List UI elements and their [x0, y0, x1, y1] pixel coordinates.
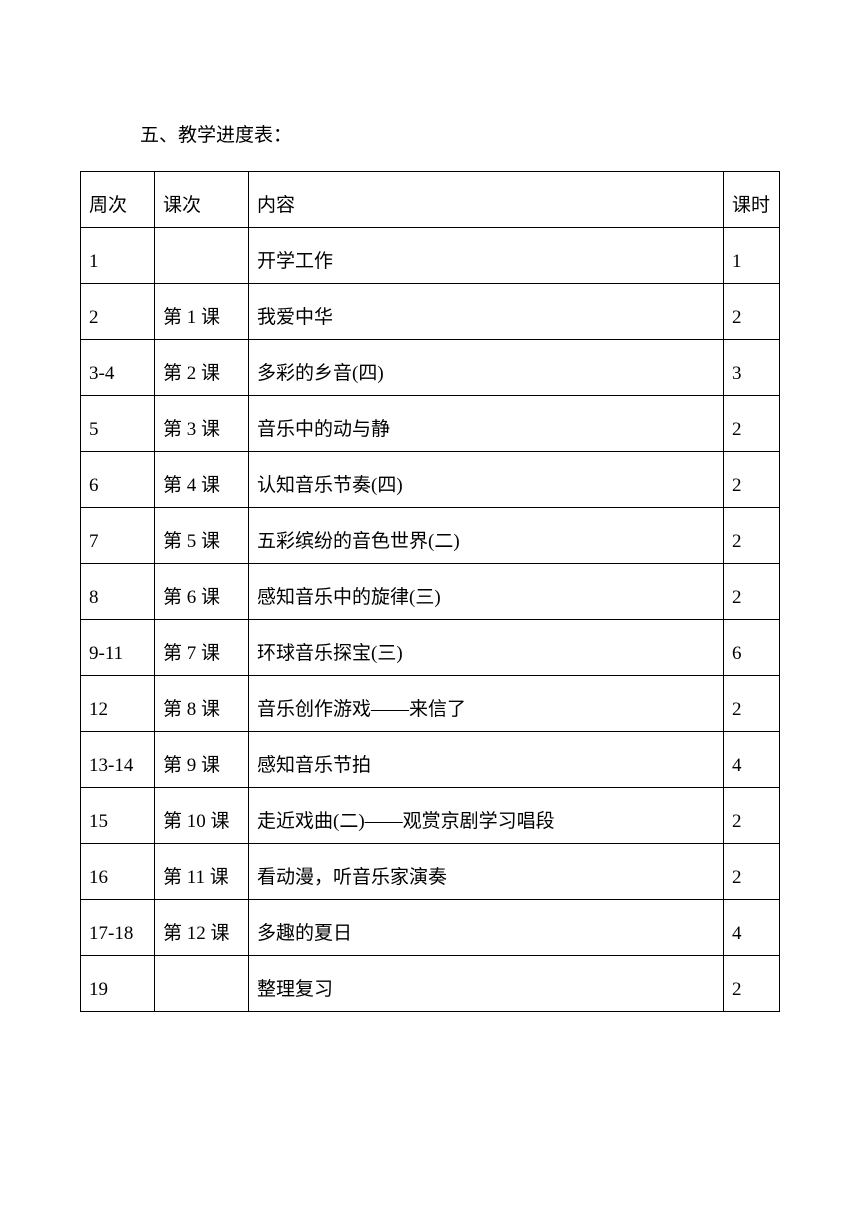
table-row: 3-4 第 2 课 多彩的乡音(四) 3: [81, 340, 780, 396]
cell-hours: 1: [724, 228, 780, 284]
cell-hours: 2: [724, 508, 780, 564]
header-week: 周次: [81, 172, 155, 228]
cell-week: 7: [81, 508, 155, 564]
table-row: 12 第 8 课 音乐创作游戏——来信了 2: [81, 676, 780, 732]
cell-content: 音乐中的动与静: [249, 396, 724, 452]
cell-lesson: 第 9 课: [155, 732, 249, 788]
cell-content: 五彩缤纷的音色世界(二): [249, 508, 724, 564]
cell-week: 9-11: [81, 620, 155, 676]
cell-lesson: 第 10 课: [155, 788, 249, 844]
cell-hours: 4: [724, 900, 780, 956]
cell-lesson: 第 1 课: [155, 284, 249, 340]
cell-lesson: 第 7 课: [155, 620, 249, 676]
cell-hours: 2: [724, 844, 780, 900]
table-row: 2 第 1 课 我爱中华 2: [81, 284, 780, 340]
cell-content: 我爱中华: [249, 284, 724, 340]
cell-hours: 2: [724, 564, 780, 620]
cell-lesson: [155, 228, 249, 284]
cell-week: 3-4: [81, 340, 155, 396]
cell-content: 音乐创作游戏——来信了: [249, 676, 724, 732]
cell-hours: 2: [724, 788, 780, 844]
cell-lesson: 第 12 课: [155, 900, 249, 956]
cell-content: 多彩的乡音(四): [249, 340, 724, 396]
cell-content: 感知音乐节拍: [249, 732, 724, 788]
cell-lesson: 第 3 课: [155, 396, 249, 452]
schedule-table: 周次 课次 内容 课时 1 开学工作 1 2 第 1 课 我爱中华 2 3-4 …: [80, 171, 780, 1012]
cell-content: 整理复习: [249, 956, 724, 1012]
cell-hours: 2: [724, 676, 780, 732]
table-header-row: 周次 课次 内容 课时: [81, 172, 780, 228]
cell-lesson: 第 6 课: [155, 564, 249, 620]
header-lesson: 课次: [155, 172, 249, 228]
table-row: 5 第 3 课 音乐中的动与静 2: [81, 396, 780, 452]
cell-hours: 2: [724, 452, 780, 508]
cell-hours: 2: [724, 956, 780, 1012]
table-row: 16 第 11 课 看动漫，听音乐家演奏 2: [81, 844, 780, 900]
cell-hours: 2: [724, 396, 780, 452]
table-row: 8 第 6 课 感知音乐中的旋律(三) 2: [81, 564, 780, 620]
cell-week: 12: [81, 676, 155, 732]
table-row: 6 第 4 课 认知音乐节奏(四) 2: [81, 452, 780, 508]
table-row: 7 第 5 课 五彩缤纷的音色世界(二) 2: [81, 508, 780, 564]
cell-hours: 2: [724, 284, 780, 340]
cell-week: 15: [81, 788, 155, 844]
cell-week: 16: [81, 844, 155, 900]
cell-lesson: 第 5 课: [155, 508, 249, 564]
table-row: 19 整理复习 2: [81, 956, 780, 1012]
cell-content: 走近戏曲(二)——观赏京剧学习唱段: [249, 788, 724, 844]
cell-content: 开学工作: [249, 228, 724, 284]
cell-hours: 3: [724, 340, 780, 396]
cell-week: 5: [81, 396, 155, 452]
table-body: 1 开学工作 1 2 第 1 课 我爱中华 2 3-4 第 2 课 多彩的乡音(…: [81, 228, 780, 1012]
cell-week: 8: [81, 564, 155, 620]
table-row: 9-11 第 7 课 环球音乐探宝(三) 6: [81, 620, 780, 676]
cell-lesson: [155, 956, 249, 1012]
table-row: 17-18 第 12 课 多趣的夏日 4: [81, 900, 780, 956]
cell-content: 环球音乐探宝(三): [249, 620, 724, 676]
cell-week: 2: [81, 284, 155, 340]
cell-week: 17-18: [81, 900, 155, 956]
cell-hours: 4: [724, 732, 780, 788]
cell-lesson: 第 11 课: [155, 844, 249, 900]
section-title: 五、教学进度表：: [140, 120, 780, 147]
cell-content: 感知音乐中的旋律(三): [249, 564, 724, 620]
cell-content: 看动漫，听音乐家演奏: [249, 844, 724, 900]
header-content: 内容: [249, 172, 724, 228]
cell-lesson: 第 4 课: [155, 452, 249, 508]
cell-week: 13-14: [81, 732, 155, 788]
table-row: 13-14 第 9 课 感知音乐节拍 4: [81, 732, 780, 788]
cell-lesson: 第 8 课: [155, 676, 249, 732]
table-row: 15 第 10 课 走近戏曲(二)——观赏京剧学习唱段 2: [81, 788, 780, 844]
cell-lesson: 第 2 课: [155, 340, 249, 396]
cell-week: 1: [81, 228, 155, 284]
header-hours: 课时: [724, 172, 780, 228]
cell-content: 认知音乐节奏(四): [249, 452, 724, 508]
cell-content: 多趣的夏日: [249, 900, 724, 956]
cell-hours: 6: [724, 620, 780, 676]
table-row: 1 开学工作 1: [81, 228, 780, 284]
cell-week: 6: [81, 452, 155, 508]
cell-week: 19: [81, 956, 155, 1012]
